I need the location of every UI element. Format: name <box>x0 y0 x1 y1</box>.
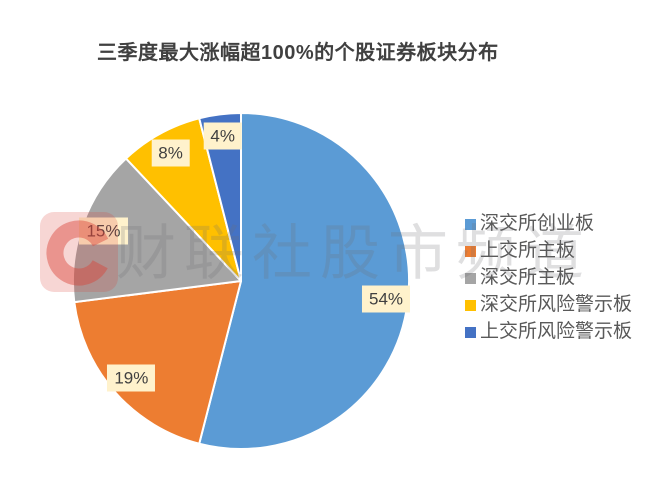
slice-label-深交所主板: 15% <box>79 217 128 245</box>
pie-slice-上交所主板 <box>73 280 242 445</box>
slice-label-深交所风险警示板: 8% <box>151 139 190 167</box>
legend-item-深交所主板: 深交所主板 <box>465 268 632 288</box>
legend-swatch-icon <box>465 272 476 284</box>
legend-item-上交所主板: 上交所主板 <box>465 241 632 261</box>
legend-item-深交所风险警示板: 深交所风险警示板 <box>465 295 632 315</box>
legend-item-上交所风险警示板: 上交所风险警示板 <box>465 322 632 342</box>
slice-label-上交所风险警示板: 4% <box>203 122 242 150</box>
legend-label: 深交所风险警示板 <box>480 294 633 315</box>
legend-swatch-icon <box>465 326 476 338</box>
legend-label: 上交所风险警示板 <box>480 321 633 342</box>
chart-title: 三季度最大涨幅超100%的个股证券板块分布 <box>97 42 499 64</box>
legend-item-深交所创业板: 深交所创业板 <box>465 214 632 234</box>
slice-label-深交所创业板: 54% <box>361 285 411 313</box>
pie-slice-上交所风险警示板 <box>198 112 242 282</box>
legend-label: 上交所主板 <box>480 240 576 261</box>
slice-label-上交所主板: 19% <box>107 364 156 392</box>
legend-swatch-icon <box>465 245 476 257</box>
legend-label: 深交所主板 <box>480 267 576 288</box>
legend-swatch-icon <box>465 299 476 311</box>
legend-label: 深交所创业板 <box>480 213 595 234</box>
legend: 深交所创业板 上交所主板深交所主板深交所风险警示板 上交所风险警示板 <box>465 214 632 342</box>
legend-swatch-icon <box>465 218 476 230</box>
